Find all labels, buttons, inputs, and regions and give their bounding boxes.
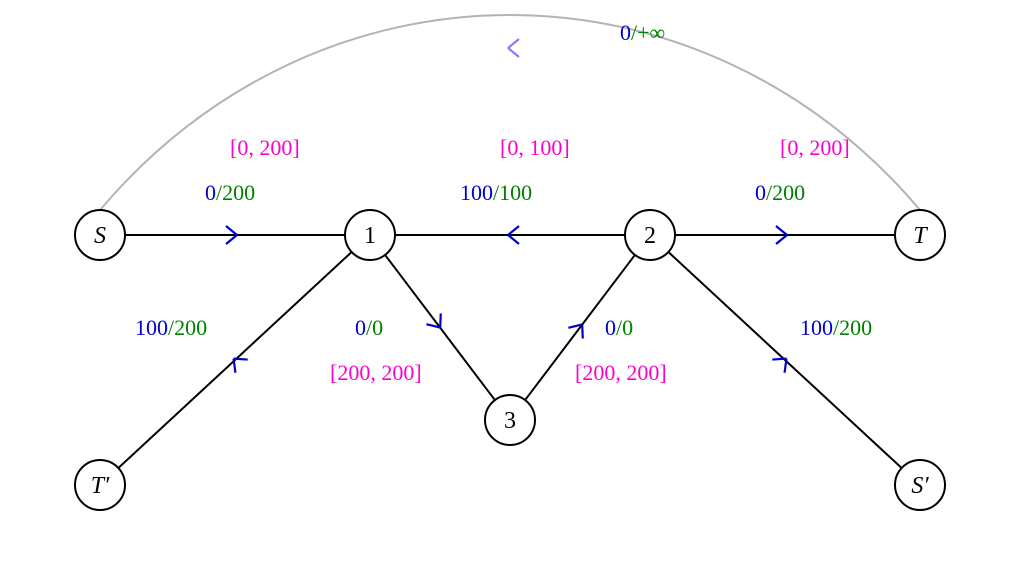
flowcap-S-1: 0/200 xyxy=(205,180,255,205)
cap-value-1-Tp: /200 xyxy=(168,315,207,340)
node-label-Sp: S′ xyxy=(911,473,929,499)
flow-value-Sp-2: 100 xyxy=(800,315,833,340)
flow-value-1-Tp: 100 xyxy=(135,315,168,340)
flowcap-2-1: 100/100 xyxy=(460,180,532,205)
flow-value-1-3: 0 xyxy=(355,315,366,340)
cap-value-arc: /+∞ xyxy=(631,20,665,45)
flowcap-1-Tp: 100/200 xyxy=(135,315,207,340)
cap-value-3-2: /0 xyxy=(616,315,633,340)
flowcap-arc: 0/+∞ xyxy=(620,20,665,45)
cap-value-2-T: /200 xyxy=(766,180,805,205)
flow-value-arc: 0 xyxy=(620,20,631,45)
cap-value-S-1: /200 xyxy=(216,180,255,205)
range-1-3: [200, 200] xyxy=(330,360,422,385)
node-label-S: S xyxy=(94,223,106,249)
flowcap-Sp-2: 100/200 xyxy=(800,315,872,340)
range-2-T: [0, 200] xyxy=(780,135,850,160)
flowcap-3-2: 0/0 xyxy=(605,315,633,340)
flowcap-1-3: 0/0 xyxy=(355,315,383,340)
range-2-1: [0, 100] xyxy=(500,135,570,160)
flowcap-2-T: 0/200 xyxy=(755,180,805,205)
range-S-1: [0, 200] xyxy=(230,135,300,160)
cap-value-1-3: /0 xyxy=(366,315,383,340)
node-label-n1: 1 xyxy=(364,223,376,249)
node-label-n2: 2 xyxy=(644,223,656,249)
flow-value-S-1: 0 xyxy=(205,180,216,205)
arrow-arc xyxy=(508,39,519,57)
flow-value-2-T: 0 xyxy=(755,180,766,205)
flow-value-3-2: 0 xyxy=(605,315,616,340)
cap-value-2-1: /100 xyxy=(493,180,532,205)
range-3-2: [200, 200] xyxy=(575,360,667,385)
node-label-n3: 3 xyxy=(504,408,516,434)
edge-Sp-2 xyxy=(668,252,901,468)
arrow-1-Tp xyxy=(227,352,247,373)
edge-1-Tp xyxy=(118,252,351,468)
node-label-Tp: T′ xyxy=(91,473,110,499)
node-label-T: T xyxy=(913,223,928,249)
arrow-Sp-2 xyxy=(772,352,792,373)
flow-network-diagram: S12T3T′S′ 0/+∞[0, 200]0/200[0, 100]100/1… xyxy=(0,0,1024,576)
cap-value-Sp-2: /200 xyxy=(833,315,872,340)
flow-value-2-1: 100 xyxy=(460,180,493,205)
